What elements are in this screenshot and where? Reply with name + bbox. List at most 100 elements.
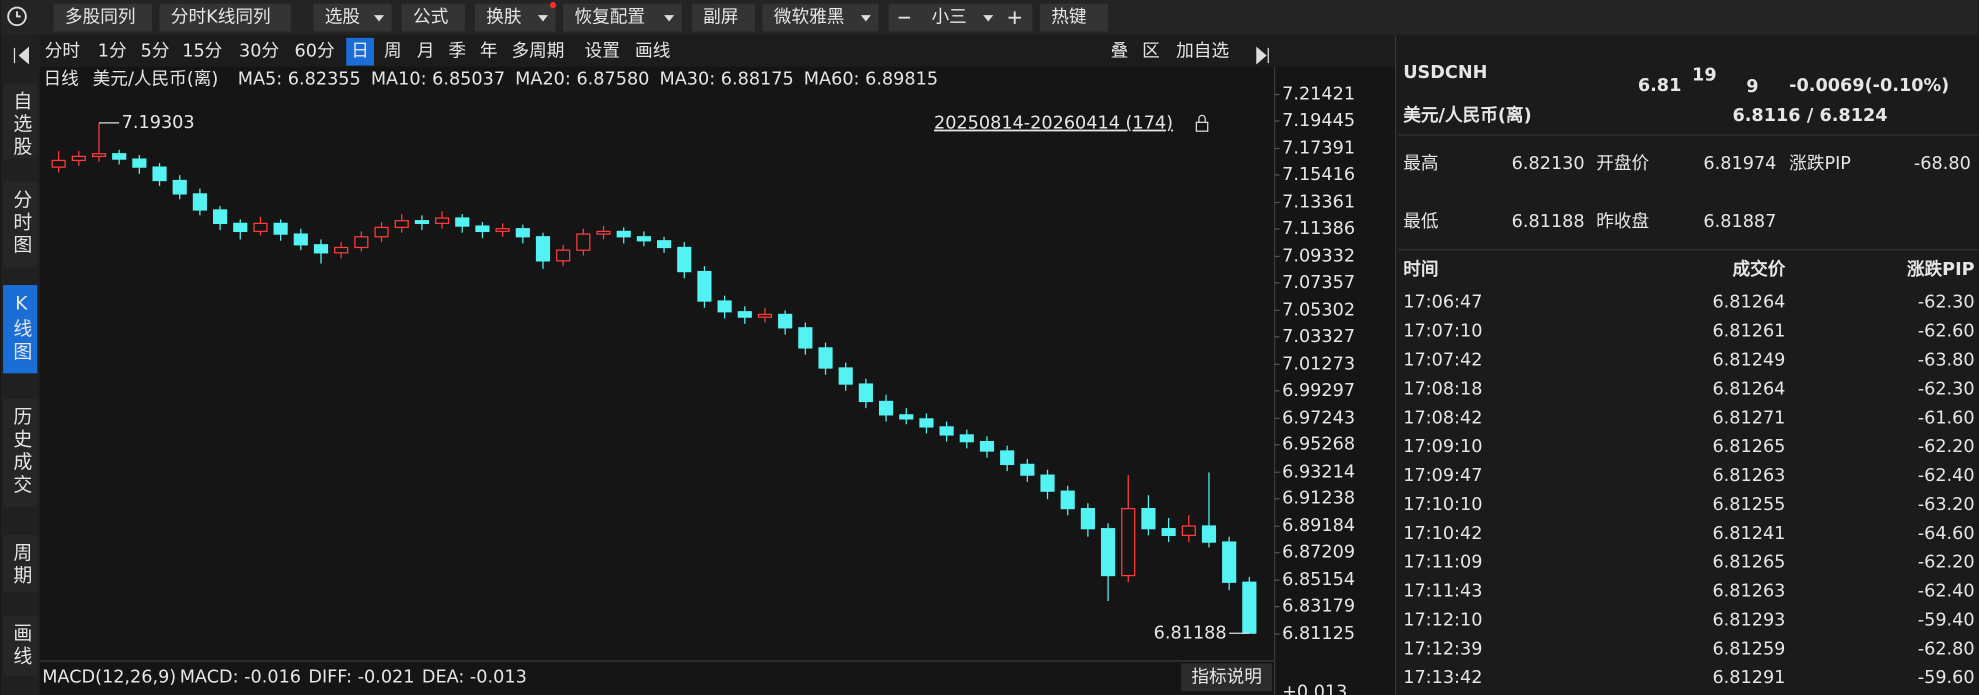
y-tick-label: 6.95268: [1282, 435, 1355, 455]
toolbar-button[interactable]: [762, 3, 879, 32]
dropdown-arrow: [537, 15, 549, 22]
trade-cell: 6.81293: [1712, 610, 1785, 630]
period-button[interactable]: 年: [480, 41, 498, 62]
trade-cell: 17:11:43: [1403, 582, 1482, 602]
toolbar-label: 恢复配置: [575, 7, 646, 28]
candle-body: [818, 347, 833, 369]
period-button[interactable]: 60分: [295, 41, 335, 62]
toolbar-label: 分时K线同列: [171, 7, 271, 28]
legend-entry: MA60: 6.89815: [804, 69, 938, 89]
stat-value: 6.81188: [1512, 212, 1585, 232]
trade-cell: -62.40: [1918, 582, 1975, 602]
toolbar-button[interactable]: [888, 3, 1033, 32]
period-button[interactable]: 30分: [239, 41, 279, 62]
stat-value: 6.81887: [1703, 212, 1776, 232]
sidebar-tab[interactable]: [3, 285, 38, 374]
candle-body: [717, 300, 732, 313]
sidebar-tab[interactable]: [3, 181, 38, 268]
trade-cell: -63.80: [1918, 350, 1975, 370]
macd-axis-label: +0.013: [1282, 682, 1347, 695]
legend-entry: MA10: 6.85037: [371, 69, 505, 89]
y-tick-label: 7.09332: [1282, 246, 1355, 266]
toolbar-button[interactable]: [159, 3, 291, 32]
instrument-label: 美元/人民币(离): [93, 68, 219, 89]
period-button[interactable]: 分时: [45, 41, 80, 62]
sidebar-label: 分时图: [10, 189, 32, 257]
toolbar-button[interactable]: [313, 3, 392, 32]
instrument-name: 美元/人民币(离): [1403, 104, 1531, 126]
candle-body: [1161, 528, 1176, 537]
symbol: USDCNH: [1403, 63, 1487, 83]
stat-value: 6.82130: [1512, 154, 1585, 174]
toolbar-button[interactable]: [563, 3, 682, 32]
trade-header: 时间: [1403, 259, 1438, 280]
candle-body: [1201, 525, 1217, 543]
collapse-icon[interactable]: [13, 46, 29, 65]
trade-cell: -62.40: [1918, 466, 1975, 486]
toolbar-label: 选股: [325, 7, 361, 28]
toolbar-button[interactable]: [474, 3, 556, 32]
period-button[interactable]: 周: [384, 42, 402, 62]
period-button[interactable]: 15分: [182, 41, 222, 62]
sidebar-tab[interactable]: [3, 534, 38, 593]
trade-cell: 17:12:10: [1403, 610, 1482, 630]
clock-icon[interactable]: [7, 6, 27, 27]
candle-body: [71, 155, 86, 162]
candle-body: [374, 226, 389, 238]
candle-body: [1020, 463, 1035, 476]
candle-body: [192, 193, 207, 211]
trade-cell: -62.60: [1918, 322, 1975, 342]
stat-label: 最高: [1403, 153, 1438, 174]
toolbar-button[interactable]: [1039, 3, 1109, 32]
sidebar-tab[interactable]: [3, 615, 38, 677]
period-button[interactable]: 季: [448, 41, 466, 62]
candle-body: [475, 225, 490, 233]
sidebar-label: 历史成交: [10, 406, 32, 497]
period-button[interactable]: 设置: [585, 41, 620, 62]
period-button[interactable]: 画线: [635, 41, 670, 62]
candle-body: [656, 240, 672, 249]
y-tick-label: 7.01273: [1282, 354, 1355, 374]
toolbar-button[interactable]: [53, 3, 152, 32]
sidebar-label: 周期: [10, 542, 32, 587]
clock-hand: [16, 11, 21, 18]
trade-cell: 17:09:47: [1403, 466, 1482, 486]
expand-icon[interactable]: [1256, 46, 1269, 65]
quote-panel: [1396, 35, 1979, 695]
sidebar-tab[interactable]: [3, 398, 38, 508]
period-button[interactable]: 月: [417, 42, 435, 62]
candle-body: [354, 236, 369, 249]
plus-icon[interactable]: [1008, 11, 1022, 24]
chart-tool[interactable]: 区: [1142, 42, 1160, 62]
stat-label: 昨收盘: [1596, 211, 1649, 232]
dropdown-arrow: [983, 15, 994, 22]
period-button[interactable]: 日: [351, 42, 369, 62]
indicator-help-button[interactable]: [1181, 663, 1273, 692]
candle-body: [1080, 507, 1095, 530]
candle-body: [1222, 541, 1237, 583]
toolbar-button[interactable]: [691, 3, 755, 32]
y-tick-label: 6.83179: [1282, 597, 1355, 617]
toolbar-button[interactable]: [401, 3, 465, 32]
period-button[interactable]: 1分: [98, 41, 127, 62]
candle-body: [677, 246, 692, 273]
period-button[interactable]: 多周期: [511, 41, 564, 62]
y-tick-label: 7.13361: [1282, 192, 1355, 212]
trade-cell: -62.30: [1918, 293, 1975, 313]
trade-cell: 6.81259: [1712, 639, 1785, 659]
candle-body: [1121, 507, 1136, 577]
trade-cell: 17:12:39: [1403, 639, 1482, 659]
notify-dot: [549, 1, 557, 9]
candle-body: [798, 327, 813, 349]
candle-body: [293, 233, 308, 246]
period-active: [346, 37, 374, 66]
chart-tool[interactable]: 叠: [1111, 41, 1129, 62]
period-button[interactable]: 5分: [141, 41, 170, 62]
range-label[interactable]: 20250814-20260414 (174): [934, 114, 1173, 134]
candle-body: [1060, 490, 1075, 510]
chart-tool[interactable]: 加自选: [1176, 41, 1229, 62]
trade-cell: 6.81261: [1712, 322, 1785, 342]
trade-cell: -59.60: [1918, 668, 1975, 688]
sidebar-tab[interactable]: [3, 83, 38, 159]
trade-cell: 6.81271: [1712, 408, 1785, 428]
